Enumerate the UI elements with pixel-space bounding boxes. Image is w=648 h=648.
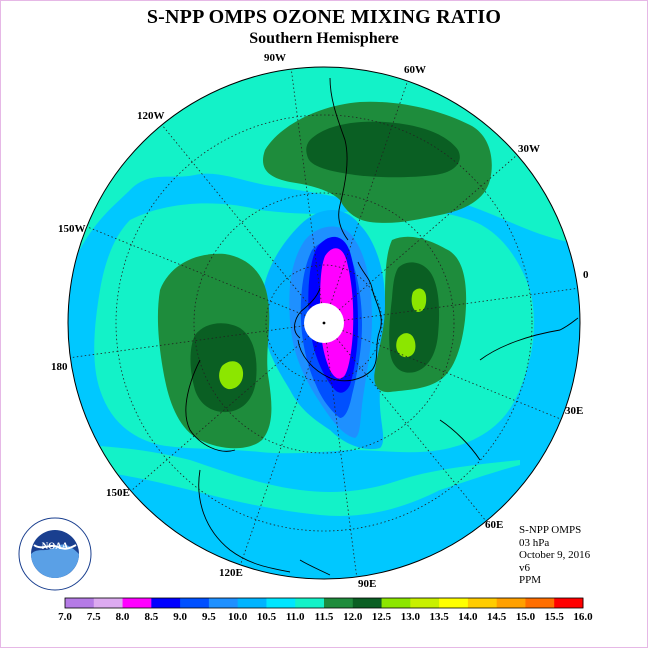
lon-label-60w: 60W (404, 64, 426, 76)
colorbar-swatch (381, 598, 411, 608)
colorbar-tick-label: 15.5 (545, 611, 565, 623)
field-12-0-east (389, 262, 440, 373)
lon-label-90e: 90E (358, 578, 376, 590)
info-date: October 9, 2016 (519, 549, 591, 561)
colorbar-tick-label: 13.0 (401, 611, 421, 623)
colorbar-border (64, 597, 584, 609)
colorbar-swatch (266, 598, 296, 608)
longitude-labels: 90W 60W 30W 0 30E 60E 90E 120E 150E 180 … (51, 52, 589, 590)
info-units: PPM (519, 574, 542, 586)
colorbar-swatch (180, 598, 210, 608)
map-subtitle: Southern Hemisphere (249, 30, 399, 47)
colorbar-tick-label: 14.0 (458, 611, 478, 623)
lon-label-150w: 150W (58, 223, 86, 235)
colorbar-tick-label: 12.5 (372, 611, 392, 623)
colorbar-tick-label: 11.5 (315, 611, 334, 623)
noaa-logo: NOAA (18, 517, 92, 591)
info-level: 03 hPa (519, 536, 550, 549)
field-12-0-southamerica (306, 121, 460, 178)
colorbar: 7.0 7.5 8.0 8.5 9.0 9.5 10.0 10.5 11.0 11.5 12.0 12… (58, 597, 593, 623)
colorbar-swatch (352, 598, 383, 608)
map-title: S-NPP OMPS OZONE MIXING RATIO (146, 6, 502, 28)
colorbar-swatch (122, 598, 152, 608)
colorbar-tick-label: 12.0 (343, 611, 363, 623)
colorbar-tick-label: 8.5 (144, 611, 158, 623)
map-boundary (67, 66, 581, 580)
meridian-lines (68, 67, 580, 579)
colorbar-swatch (208, 598, 239, 608)
colorbar-tick-label: 15.0 (516, 611, 536, 623)
colorbar-tick-label: 8.0 (116, 611, 130, 623)
colorbar-swatch (467, 598, 498, 608)
colorbar-tick-label: 13.5 (429, 611, 449, 623)
colorbar-swatch (525, 598, 555, 608)
lon-label-120w: 120W (137, 110, 165, 122)
colorbar-tick-label: 9.5 (202, 611, 216, 623)
colorbar-tick-label: 10.5 (257, 611, 277, 623)
colorbar-tick-label: 16.0 (573, 611, 593, 623)
field-12-5-a (411, 288, 427, 312)
colorbar-labels: 7.0 7.5 8.0 8.5 9.0 9.5 10.0 10.5 11.0 11.5 12.0 12… (58, 611, 593, 623)
colorbar-swatch (151, 598, 181, 608)
colorbar-swatch (93, 598, 124, 608)
colorbar-swatch (324, 598, 354, 608)
lon-label-60e: 60E (485, 519, 503, 531)
colorbar-swatch (554, 598, 584, 608)
colorbar-swatch (496, 598, 526, 608)
colorbar-swatch (237, 598, 267, 608)
lon-label-90w: 90W (264, 52, 286, 64)
colorbar-swatches (64, 597, 584, 609)
pole-dots (322, 321, 326, 325)
colorbar-tick-label: 7.0 (58, 611, 72, 623)
info-instrument: S-NPP OMPS (519, 524, 582, 536)
lon-label-30w: 30W (518, 143, 540, 155)
colorbar-tick-label: 11.0 (286, 611, 305, 623)
field-12-5-b (396, 333, 416, 358)
colorbar-tick-label: 10.0 (228, 611, 248, 623)
colorbar-swatch (65, 598, 95, 608)
info-version: v6 (519, 561, 530, 574)
colorbar-tick-label: 14.5 (487, 611, 507, 623)
lon-label-0: 0 (583, 269, 589, 281)
latitude-circles (115, 114, 533, 532)
colorbar-swatch (410, 598, 440, 608)
colorbar-tick-label: 9.0 (173, 611, 187, 623)
lon-label-150e: 150E (106, 487, 130, 499)
noaa-logo-text: NOAA (42, 541, 69, 551)
coastlines (185, 77, 579, 576)
colorbar-tick-label: 7.5 (87, 611, 101, 623)
lon-label-180: 180 (51, 361, 68, 373)
field-12-5-c (219, 361, 244, 390)
map-info-block: S-NPP OMPS 03 hPa October 9, 2016 v6 PPM (519, 524, 590, 587)
lon-label-30e: 30E (565, 405, 583, 417)
colorbar-swatch (439, 598, 469, 608)
lon-label-120e: 120E (219, 567, 243, 579)
colorbar-swatch (295, 598, 325, 608)
